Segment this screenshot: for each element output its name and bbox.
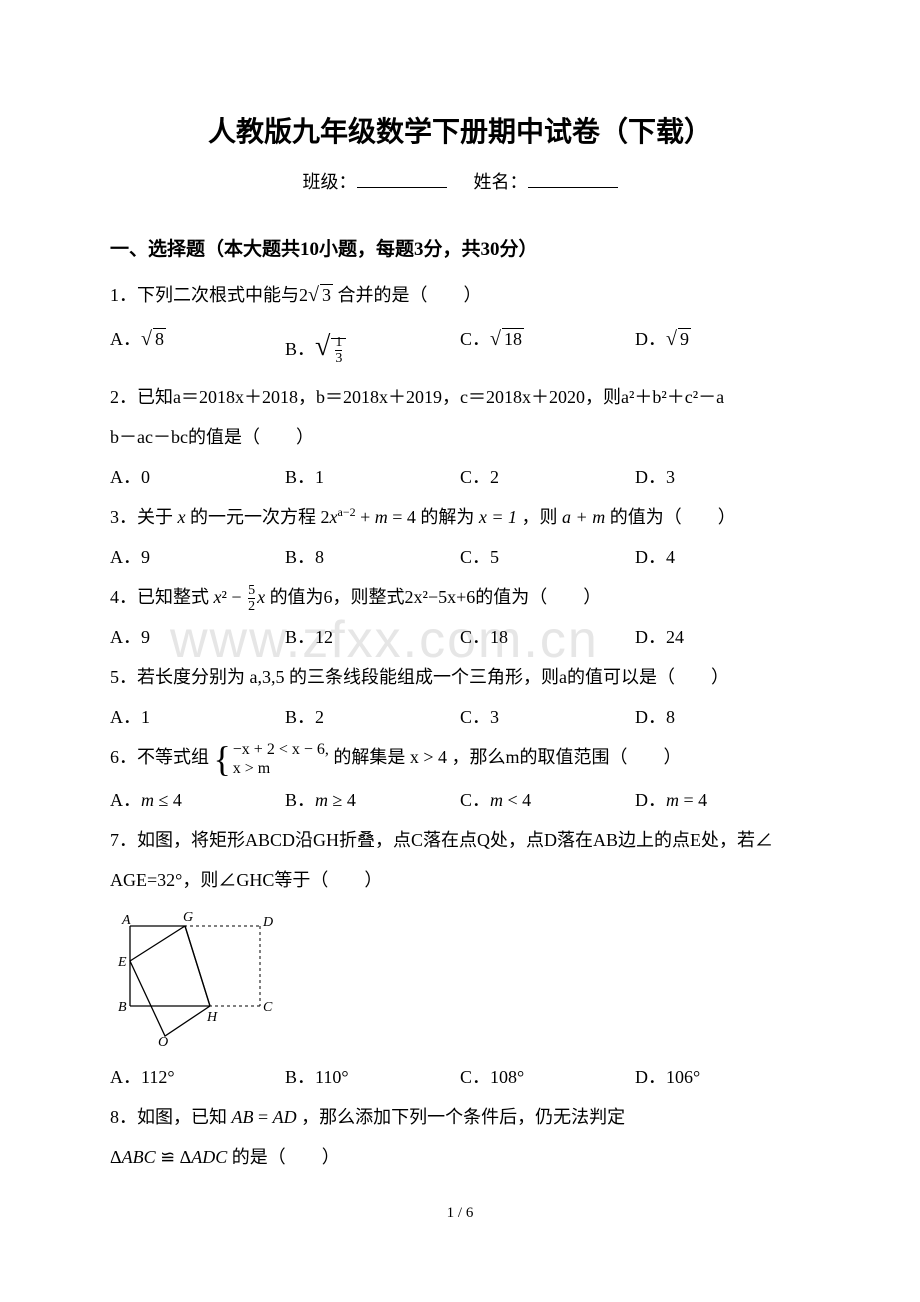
q7-opt-a[interactable]: A．112° [110, 1059, 285, 1095]
q1-opt-a[interactable]: A．√8 [110, 319, 285, 375]
q7-opt-c[interactable]: C．108° [460, 1059, 635, 1095]
sqrt-1-3: √13 [315, 319, 346, 375]
q5-stem: 5．若长度分别为 a,3,5 的三条线段能组成一个三角形，则a的值可以是（ ） [110, 659, 810, 695]
q3-options: A．9 B．8 C．5 D．4 [110, 539, 810, 575]
lbl-H: H [206, 1010, 218, 1025]
q5-opt-c[interactable]: C．3 [460, 699, 635, 735]
q5-opt-d[interactable]: D．8 [635, 699, 810, 735]
doc-subtitle: 班级： 姓名： [110, 168, 810, 194]
q3-p1: x [178, 507, 186, 527]
q1-options: A．√8 B．√13 C．√18 D．√9 [110, 319, 810, 375]
q3-p2: 的一元一次方程 [190, 507, 316, 527]
q7-opt-b[interactable]: B．110° [285, 1059, 460, 1095]
q6-options: A．m ≤ 4 B．m ≥ 4 C．m < 4 D．m = 4 [110, 782, 810, 818]
q4-options: A．9 B．12 C．18 D．24 [110, 619, 810, 655]
lbl-A: A [121, 913, 131, 928]
q6-sys2: x > m [233, 760, 270, 777]
sqrt-8: √8 [141, 319, 166, 359]
q6-a: 6．不等式组 [110, 747, 209, 767]
q1-d-label: D． [635, 329, 666, 349]
q5-options: A．1 B．2 C．3 D．8 [110, 699, 810, 735]
q2-opt-b[interactable]: B．1 [285, 459, 460, 495]
q6-opt-d[interactable]: D．m = 4 [635, 782, 810, 818]
q6-opt-b[interactable]: B．m ≥ 4 [285, 782, 460, 818]
q3-p7: x = 1 [479, 507, 517, 527]
q8-stem-l2: ΔABC ≌ ΔADC 的是（ ） [110, 1139, 810, 1175]
section-1-head: 一、选择题（本大题共10小题，每题3分，共30分） [110, 234, 810, 261]
q7-stem-l2: AGE=32°，则∠GHC等于（ ） [110, 862, 810, 898]
lbl-E: E [117, 955, 127, 970]
q5-opt-a[interactable]: A．1 [110, 699, 285, 735]
q6-opt-c[interactable]: C．m < 4 [460, 782, 635, 818]
q2-opt-d[interactable]: D．3 [635, 459, 810, 495]
q2-stem-l2: b－ac－bc的值是（ ） [110, 419, 810, 455]
q1-b-label: B． [285, 339, 315, 359]
q3-opt-d[interactable]: D．4 [635, 539, 810, 575]
q2-stem-l1: 2．已知a＝2018x＋2018，b＝2018x＋2019，c＝2018x＋20… [110, 379, 810, 415]
lbl-G: G [183, 910, 193, 925]
q2-opt-a[interactable]: A．0 [110, 459, 285, 495]
q1-text-a: 1．下列二次根式中能与2 [110, 285, 308, 305]
class-blank[interactable] [357, 169, 447, 188]
q6-b: 的解集是 x > 4 ，那么m的取值范围（ ） [333, 747, 681, 767]
q3-opt-b[interactable]: B．8 [285, 539, 460, 575]
name-blank[interactable] [528, 169, 618, 188]
q2-opt-c[interactable]: C．2 [460, 459, 635, 495]
class-label: 班级： [303, 172, 357, 192]
q3-opt-c[interactable]: C．5 [460, 539, 635, 575]
q6-opt-a[interactable]: A．m ≤ 4 [110, 782, 285, 818]
sqrt-3: √3 [308, 275, 333, 315]
q4-opt-c[interactable]: C．18 [460, 619, 635, 655]
q4-expr: x² − 52x [214, 587, 266, 607]
q1-text-b: 合并的是（ ） [337, 285, 481, 305]
q5-opt-b[interactable]: B．2 [285, 699, 460, 735]
sqrt-9: √9 [666, 319, 691, 359]
q6-system: { −x + 2 < x − 6, x > m [214, 740, 329, 778]
q3-expr: 2xa−2 + m = 4 [321, 507, 416, 527]
q1-opt-b[interactable]: B．√13 [285, 319, 460, 375]
q4-opt-d[interactable]: D．24 [635, 619, 810, 655]
q4-opt-a[interactable]: A．9 [110, 619, 285, 655]
q4-b: 的值为6，则整式2x²−5x+6的值为（ ） [270, 587, 602, 607]
q7-stem-l1: 7．如图，将矩形ABCD沿GH折叠，点C落在点Q处，点D落在AB边上的点E处，若… [110, 822, 810, 858]
q6-sys1: −x + 2 < x − 6, [233, 741, 329, 758]
name-label: 姓名： [474, 172, 528, 192]
q3-opt-a[interactable]: A．9 [110, 539, 285, 575]
lbl-D: D [262, 915, 273, 930]
q7-options: A．112° B．110° C．108° D．106° [110, 1059, 810, 1095]
lbl-Q: Q [158, 1035, 168, 1046]
q4-stem: 4．已知整式 x² − 52x 的值为6，则整式2x²−5x+6的值为（ ） [110, 579, 810, 615]
page-number: 1 / 6 [110, 1205, 810, 1222]
q4-opt-b[interactable]: B．12 [285, 619, 460, 655]
lbl-B: B [118, 1000, 127, 1015]
q3-p6: 的解为 [420, 507, 474, 527]
q3-p10: 的值为（ ） [610, 507, 736, 527]
q6-stem: 6．不等式组 { −x + 2 < x − 6, x > m 的解集是 x > … [110, 739, 810, 778]
q3-stem: 3．关于 x 的一元一次方程 2xa−2 + m = 4 的解为 x = 1 ，… [110, 499, 810, 535]
q1-c-label: C． [460, 329, 490, 349]
q7-opt-d[interactable]: D．106° [635, 1059, 810, 1095]
doc-title: 人教版九年级数学下册期中试卷（下载） [110, 110, 810, 150]
q8-stem-l1: 8．如图，已知 AB = AD ，那么添加下列一个条件后，仍无法判定 [110, 1099, 810, 1135]
q1-opt-d[interactable]: D．√9 [635, 319, 810, 375]
q4-a: 4．已知整式 [110, 587, 209, 607]
q7-figure: A G D E B H C Q [110, 906, 810, 1051]
lbl-C: C [263, 1000, 273, 1015]
q1-stem: 1．下列二次根式中能与2√3 合并的是（ ） [110, 275, 810, 315]
q3-p9: a + m [562, 507, 605, 527]
q3-p0: 3．关于 [110, 507, 173, 527]
q3-p8: ，则 [522, 507, 558, 527]
q1-opt-c[interactable]: C．√18 [460, 319, 635, 375]
q2-options: A．0 B．1 C．2 D．3 [110, 459, 810, 495]
q1-a-label: A． [110, 329, 141, 349]
sqrt-18: √18 [490, 319, 524, 359]
